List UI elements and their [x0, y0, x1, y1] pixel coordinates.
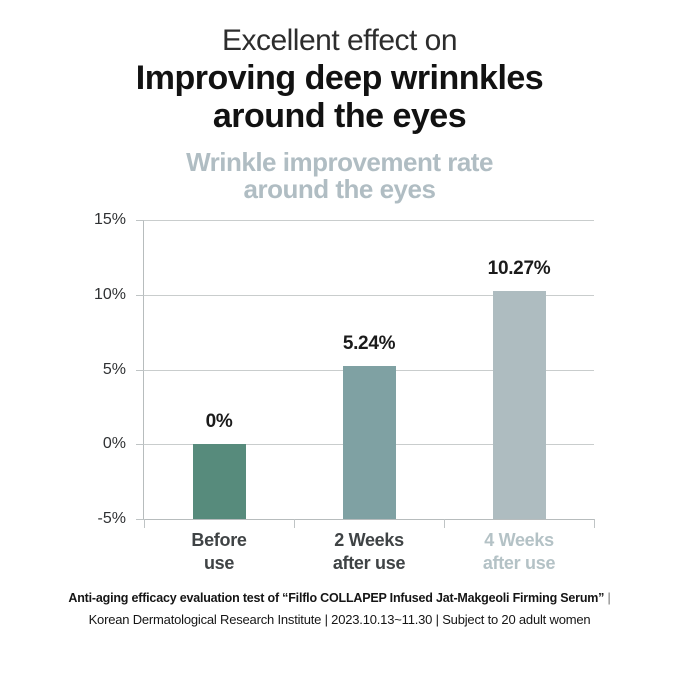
y-axis-label: 0%	[102, 435, 126, 453]
x-category-label-line: 4 Weeks	[484, 530, 554, 550]
bar-value-label-before-use: 0%	[205, 411, 233, 433]
source-note: Anti-aging efficacy evaluation test of “…	[0, 588, 679, 630]
gridline	[144, 294, 594, 296]
bar-4-weeks-after-use	[492, 290, 546, 519]
chart-title-line2: around the eyes	[243, 174, 436, 204]
y-axis-label: 5%	[102, 360, 126, 378]
y-axis-label: -5%	[97, 510, 126, 527]
x-category-label-line: Before	[191, 530, 247, 550]
chart-title: Wrinkle improvement rate around the eyes	[0, 149, 679, 203]
main-title: Excellent effect on Improving deep wrinn…	[0, 22, 679, 135]
x-category-label-4-weeks-after-use: 4 Weeks after use	[444, 529, 594, 575]
x-category-label-line: after use	[332, 553, 406, 573]
gridline	[144, 220, 594, 221]
y-axis-tick	[136, 294, 144, 296]
y-axis-label: 10%	[93, 285, 126, 303]
y-axis-label: 15%	[93, 211, 126, 228]
main-title-line3: around the eyes	[212, 97, 467, 135]
bar-2-weeks-after-use	[342, 365, 396, 519]
x-category-label-line: after use	[482, 553, 556, 573]
source-note-line2: Korean Dermatological Research Institute…	[88, 612, 591, 627]
main-title-line2: Improving deep wrinnkles	[135, 59, 544, 97]
bar-before-use	[192, 444, 246, 519]
x-axis-tick	[594, 519, 595, 528]
chart-title-line1: Wrinkle improvement rate	[186, 147, 493, 177]
x-axis-tick	[444, 519, 445, 528]
source-note-line1-text: Anti-aging efficacy evaluation test of “…	[68, 591, 605, 605]
x-category-label-before-use: Before use	[144, 529, 294, 575]
y-axis-tick	[136, 220, 144, 221]
bar-value-label-2-weeks-after-use: 5.24%	[342, 332, 396, 354]
source-note-line1: Anti-aging efficacy evaluation test of “…	[0, 588, 679, 609]
bar-chart-plot-area: 15% 10% 5% 0% -5% 0% Before use 5.24% 2 Weeks afte…	[94, 211, 595, 573]
x-axis-tick	[294, 519, 295, 528]
x-axis-tick	[144, 519, 145, 528]
bar-value-label-4-weeks-after-use: 10.27%	[487, 257, 551, 279]
source-note-line1-separator: |	[607, 591, 611, 605]
y-axis-tick	[136, 369, 144, 371]
x-category-label-line: 2 Weeks	[334, 530, 404, 550]
y-axis-tick	[136, 519, 144, 520]
x-category-label-line: use	[203, 553, 235, 573]
y-axis-tick	[136, 444, 144, 446]
x-category-label-2-weeks-after-use: 2 Weeks after use	[294, 529, 444, 575]
main-title-line1: Excellent effect on	[221, 24, 458, 57]
